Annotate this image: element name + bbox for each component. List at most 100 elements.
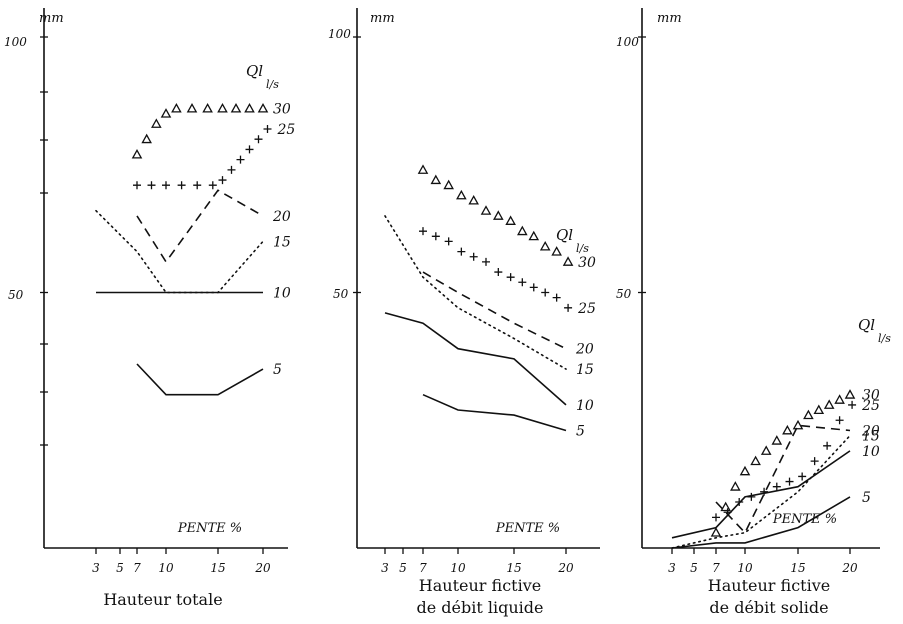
plus-marker: [494, 268, 503, 277]
plus-marker: [518, 278, 527, 287]
plus-marker: [193, 181, 202, 190]
series-label: 30: [862, 388, 880, 404]
series-15: 15: [384, 215, 594, 378]
series-20: 20: [715, 423, 880, 535]
series-label: 15: [862, 429, 880, 445]
plus-marker: [218, 176, 227, 185]
legend-title-unit: l/s: [878, 332, 891, 345]
series-label: 5: [862, 490, 871, 506]
series-25: 25: [712, 398, 880, 522]
plus-marker: [760, 487, 769, 496]
series-label: 25: [861, 398, 880, 414]
triangle-marker: [730, 481, 741, 491]
triangle-marker: [468, 194, 479, 205]
plus-marker: [482, 257, 490, 266]
series-25: 25: [419, 227, 596, 317]
plus-marker: [835, 416, 844, 425]
x-tick-label: 3: [381, 561, 389, 575]
plus-marker: [712, 513, 720, 522]
series-label: 10: [576, 398, 594, 414]
series-30: 30: [710, 388, 880, 537]
series-line: [671, 434, 851, 549]
series-label: 20: [575, 342, 594, 358]
y-tick-label: 50: [616, 287, 632, 301]
x-tick-label: 5: [690, 561, 698, 575]
series-label: 10: [862, 444, 880, 460]
triangle-marker: [141, 133, 152, 144]
x-tick-label: 20: [254, 561, 271, 575]
x-tick-label: 15: [790, 561, 805, 575]
plus-marker: [541, 288, 550, 297]
triangle-marker: [244, 103, 255, 113]
plus-marker: [419, 227, 427, 236]
x-tick-label: 20: [841, 561, 858, 575]
series-line: [671, 496, 851, 549]
plus-marker: [245, 145, 254, 154]
triangle-marker: [782, 424, 793, 435]
chart-title: Hauteur totale: [103, 590, 222, 609]
x-tick-label: 3: [668, 561, 676, 575]
y-axis-unit: mm: [39, 11, 64, 26]
triangle-marker: [131, 148, 143, 159]
series-line: [136, 363, 264, 396]
plus-marker: [208, 181, 217, 190]
series-line: [671, 450, 851, 539]
plus-marker: [552, 293, 561, 302]
legend-title-unit: l/s: [266, 78, 279, 91]
x-axis-label: PENTE %: [772, 512, 837, 527]
triangle-marker: [803, 409, 814, 420]
chart-title-line-2: de débit liquide: [417, 598, 544, 617]
x-tick-label: 7: [419, 561, 427, 575]
triangle-marker: [823, 399, 835, 409]
triangle-marker: [202, 103, 213, 113]
series-5: 5: [422, 393, 585, 439]
triangle-marker: [171, 103, 182, 113]
plus-marker: [810, 457, 819, 466]
triangle-marker: [551, 246, 562, 256]
y-tick-label: 100: [616, 35, 639, 49]
triangle-marker: [151, 118, 162, 128]
plus-marker: [227, 165, 236, 174]
series-label: 5: [576, 423, 585, 439]
triangle-marker: [186, 103, 198, 113]
triangle-marker: [430, 174, 442, 185]
plus-marker: [133, 181, 141, 190]
triangle-marker: [739, 465, 751, 476]
triangle-marker: [517, 225, 528, 236]
chart-title-line-1: Hauteur fictive: [708, 576, 830, 595]
triangle-marker: [750, 455, 761, 466]
series-20: 20: [422, 271, 594, 358]
triangle-marker: [710, 527, 722, 537]
plus-marker: [254, 135, 263, 144]
x-tick-label: 3: [92, 561, 100, 575]
triangle-marker: [813, 404, 825, 415]
x-tick-label: 15: [210, 561, 225, 575]
plus-marker: [564, 303, 573, 312]
series-line: [715, 424, 851, 535]
plus-marker: [147, 181, 156, 190]
triangle-marker: [562, 256, 574, 266]
legend-title: Ql: [556, 226, 573, 244]
series-line: [136, 189, 264, 264]
series-15: 15: [95, 209, 291, 294]
triangle-marker: [160, 108, 172, 118]
x-axis-label: PENTE %: [495, 521, 560, 536]
y-axis-unit: mm: [657, 11, 682, 26]
series-label: 10: [273, 286, 291, 302]
triangle-marker: [257, 103, 269, 113]
plus-marker: [263, 124, 272, 133]
legend-title: Ql: [246, 62, 263, 80]
x-tick-label: 10: [450, 561, 466, 575]
plus-marker: [431, 232, 440, 241]
triangle-marker: [217, 103, 228, 113]
series-label: 5: [273, 362, 282, 378]
triangle-marker: [443, 179, 454, 190]
series-line: [422, 271, 567, 350]
series-label: 15: [273, 234, 291, 250]
series-10: 10: [96, 286, 291, 302]
plus-marker: [236, 155, 245, 164]
triangle-marker: [834, 394, 845, 404]
